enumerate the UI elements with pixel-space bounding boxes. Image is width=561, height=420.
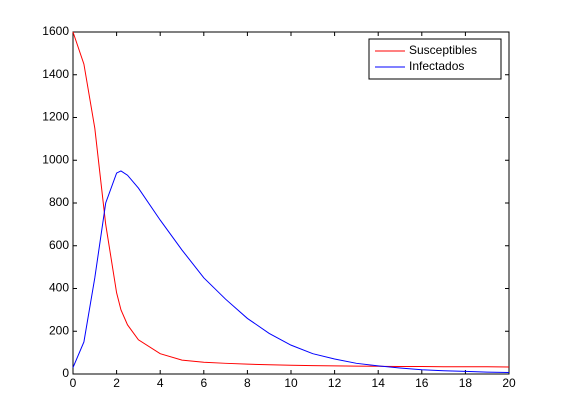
y-tick-label: 1200 [42, 110, 69, 124]
series-line [72, 31, 510, 368]
x-tick-label: 0 [70, 376, 77, 390]
x-tick-label: 20 [502, 376, 516, 390]
y-tick-label: 0 [62, 366, 69, 380]
y-tick-label: 800 [49, 195, 69, 209]
y-tick-label: 600 [49, 238, 69, 252]
x-tick-label: 10 [284, 376, 298, 390]
x-tick-label: 18 [459, 376, 473, 390]
y-tick-label: 1000 [42, 152, 69, 166]
y-tick-label: 1400 [42, 67, 69, 81]
x-tick-label: 16 [415, 376, 429, 390]
y-tick-label: 200 [49, 323, 69, 337]
x-tick-label: 8 [244, 376, 251, 390]
legend-label: Susceptibles [409, 43, 477, 57]
x-tick-label: 14 [372, 376, 386, 390]
series-line [72, 170, 510, 374]
x-tick-label: 4 [157, 376, 164, 390]
y-tick-label: 1600 [42, 24, 69, 38]
y-tick-label: 400 [49, 281, 69, 295]
x-tick-label: 12 [328, 376, 342, 390]
legend-box [368, 38, 502, 80]
x-tick-label: 6 [200, 376, 207, 390]
x-tick-label: 2 [113, 376, 120, 390]
legend-label: Infectados [409, 59, 464, 73]
plot-area [72, 31, 510, 375]
